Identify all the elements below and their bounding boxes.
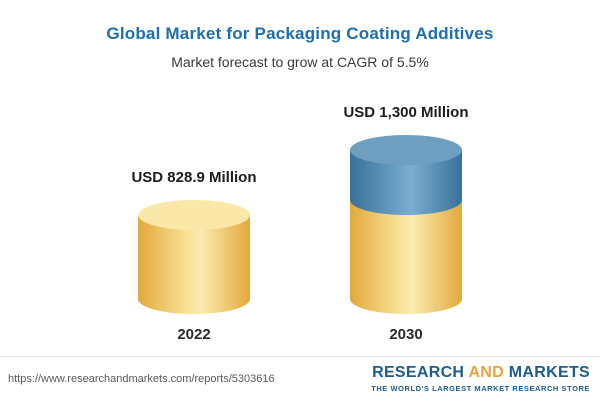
research-and-markets-logo[interactable]: RESEARCH AND MARKETS THE WORLD'S LARGEST…: [371, 364, 590, 394]
footer: https://www.researchandmarkets.com/repor…: [0, 356, 600, 400]
cylinder-2022-body: [138, 215, 250, 314]
category-label-2022: 2022: [177, 326, 211, 343]
report-url-link[interactable]: https://www.researchandmarkets.com/repor…: [8, 372, 275, 385]
cylinder-2030-top-ellipse: [350, 135, 462, 165]
logo-word-markets: MARKETS: [508, 363, 590, 381]
cylinder-2022-top-ellipse: [138, 200, 250, 230]
cylinder-2030: [350, 135, 462, 314]
cylinder-2022: [138, 200, 250, 314]
bar-chart: USD 828.9 Million 2022 USD 1,300 Million…: [0, 88, 600, 343]
logo-wordmark: RESEARCH AND MARKETS: [371, 364, 590, 382]
chart-header: Global Market for Packaging Coating Addi…: [0, 0, 600, 70]
bar-group-2030: USD 1,300 Million 2030: [326, 88, 486, 343]
page-title: Global Market for Packaging Coating Addi…: [106, 24, 494, 43]
value-label-2022: USD 828.9 Million: [131, 169, 257, 186]
bar-group-2022: USD 828.9 Million 2022: [114, 88, 274, 343]
cylinder-2030-base-segment: [350, 200, 462, 314]
logo-word-research: RESEARCH: [372, 363, 465, 381]
category-label-2030: 2030: [389, 326, 423, 343]
logo-word-and: AND: [468, 363, 505, 381]
logo-tagline: THE WORLD'S LARGEST MARKET RESEARCH STOR…: [371, 384, 590, 394]
chart-subtitle: Market forecast to grow at CAGR of 5.5%: [171, 54, 429, 70]
value-label-2030: USD 1,300 Million: [343, 104, 469, 121]
